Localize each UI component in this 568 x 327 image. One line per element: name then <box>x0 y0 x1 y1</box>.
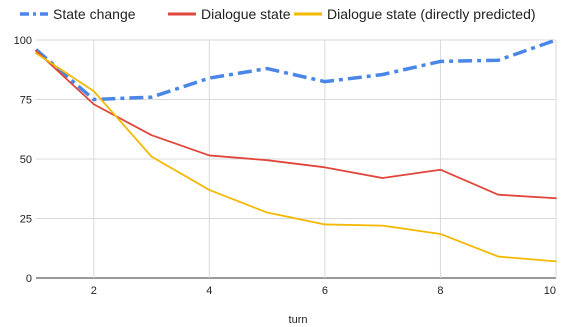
series-layer <box>34 38 557 263</box>
x-axis-label: turn <box>289 314 308 326</box>
x-tick-label: 2 <box>91 285 97 297</box>
x-tick-label: 8 <box>437 285 443 297</box>
y-tick-label: 100 <box>14 35 32 47</box>
x-tick-label: 6 <box>322 285 328 297</box>
y-tick-label: 25 <box>20 214 32 226</box>
legend: State change Dialogue state Dialogue state… <box>20 6 536 22</box>
y-tick-label: 0 <box>26 273 32 285</box>
y-tick-label: 50 <box>20 154 32 166</box>
legend-label-3: Dialogue state (directly predicted) <box>327 6 536 22</box>
x-tick-label: 10 <box>544 285 556 297</box>
legend-label-2: Dialogue state <box>201 6 291 22</box>
series-line-2 <box>35 49 557 200</box>
legend-label-1: State change <box>53 6 136 22</box>
series-line-1 <box>34 38 557 102</box>
y-tick-label: 75 <box>20 95 32 107</box>
series-line-3 <box>35 52 557 263</box>
x-tick-label: 4 <box>206 285 212 297</box>
tick-labels: 0 25 50 75 100 2 4 6 8 10 <box>14 35 556 297</box>
